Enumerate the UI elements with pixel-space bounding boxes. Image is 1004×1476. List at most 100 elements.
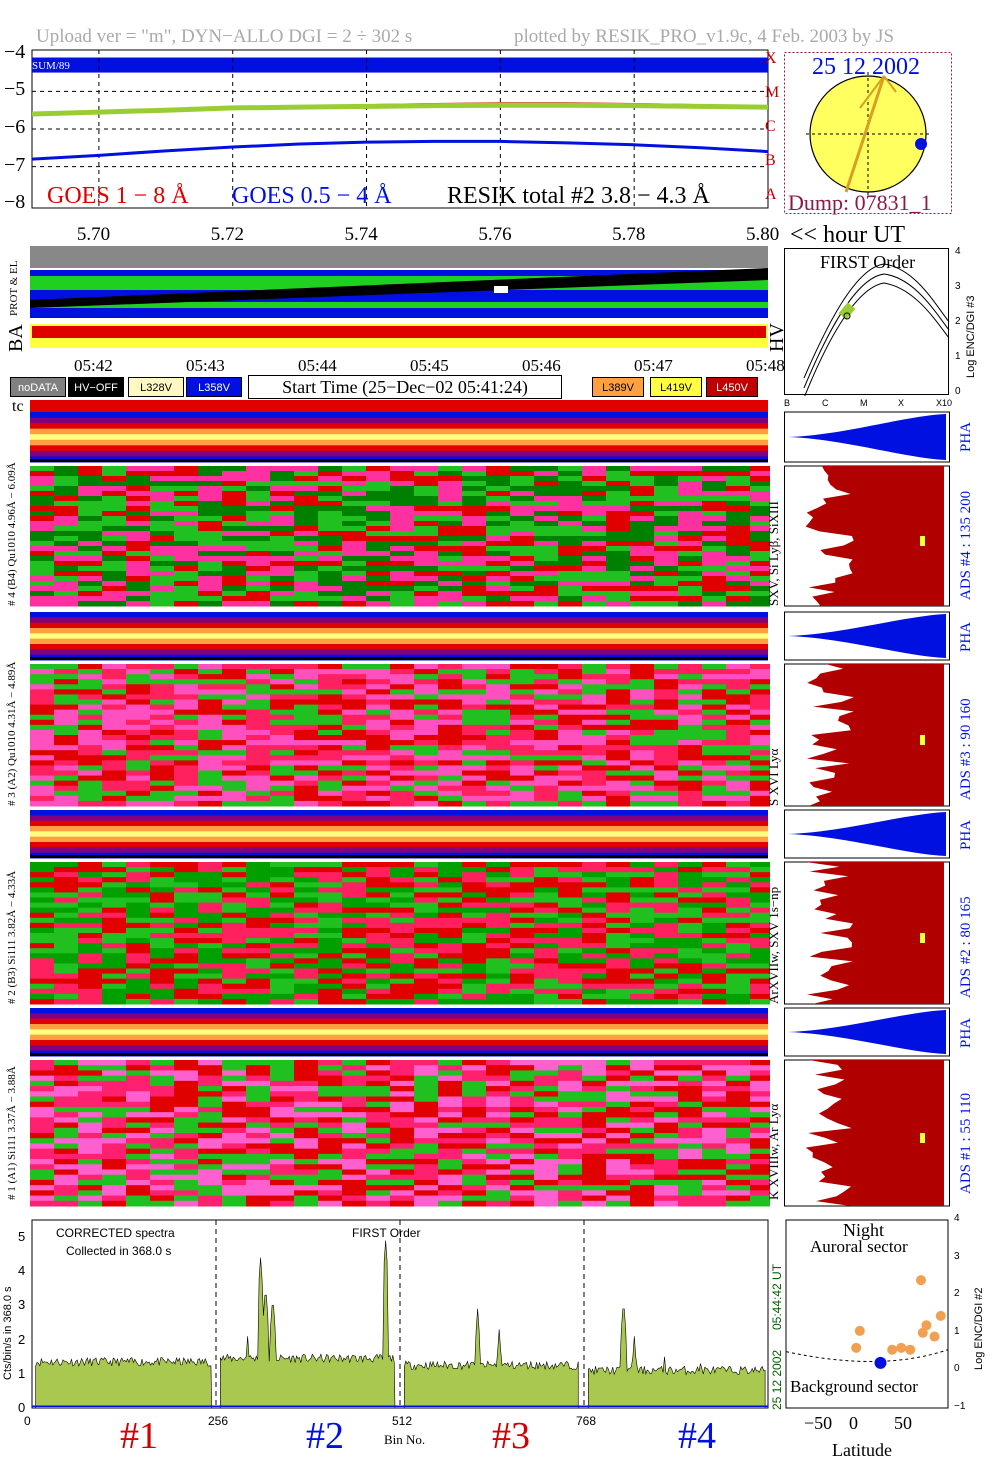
legend-l450v: L450V [706, 377, 758, 397]
goes-xtick: 5.72 [210, 224, 244, 245]
spectrum-ylabel: Cts/bin/s in 368.0 s [2, 1286, 14, 1380]
legend-l358v: L358V [186, 377, 242, 397]
legend-resik-total: RESIK total #2 3.8 − 4.3 Å [447, 183, 710, 209]
legend-goes-1-8: GOES 1 − 8 Å [47, 183, 189, 209]
legend-l328v: L328V [128, 377, 184, 397]
lat-auroral: Auroral sector [810, 1237, 908, 1256]
spectrum-xtick: 0 [24, 1414, 31, 1428]
goes-ytick: −7 [4, 153, 26, 176]
channel-ads-label-2: ADS #2 : 80 165 [958, 896, 974, 998]
spectrum-xtick: 768 [576, 1414, 597, 1428]
spectrum-time: 05:44:42 UT [770, 1263, 784, 1330]
spectrum-channel-4 [588, 1308, 766, 1409]
auroral-point [854, 1325, 865, 1336]
current-position-point [874, 1356, 887, 1369]
first-order-ylabel: Log ENC/DGI #3 [965, 295, 977, 378]
status-time-tick: 05:48 [746, 356, 785, 375]
satellite-position-marker [915, 138, 927, 150]
spectrum-xtick: 512 [392, 1414, 413, 1428]
channel-main-label-1: # 1 (A1) Si111 3.37Å − 3.88Å [6, 1066, 18, 1200]
goes-xtick: 5.70 [76, 224, 111, 245]
auroral-point [921, 1320, 932, 1331]
spectrum-ytick: 5 [18, 1229, 26, 1245]
goes-class-letter: C [765, 118, 776, 135]
goes-xtick: 5.78 [612, 224, 646, 245]
goes-xtick: 5.76 [478, 224, 512, 245]
first-order-title: FIRST Order [820, 252, 916, 272]
goes-saturated-band [32, 57, 768, 73]
lat-xtick: 50 [894, 1413, 912, 1433]
fo-ytick: 1 [955, 351, 961, 362]
sun-date: 25 12 2002 [812, 54, 920, 80]
channel-pha-label-1: PHA [958, 1017, 974, 1048]
status-time-tick: 05:46 [522, 356, 561, 375]
channel-ion-label-2: ArXVIIw, SXV 1s−np [766, 886, 781, 1004]
channel-ion-label-4: SXV, Si Lyβ, SiXIII [766, 501, 781, 606]
spectrum-channel-number-2: #2 [306, 1415, 344, 1457]
goes-lightcurve-chart [31, 49, 769, 209]
fo-ytick: 4 [955, 246, 961, 257]
spectrum-ytick: 3 [18, 1297, 26, 1313]
channel-main-label-4: # 4 (B4) Qu1010 4.96Å − 6.09Å [6, 462, 18, 606]
channel-ion-label-1: K XVIIIw, Ar Lyα [766, 1103, 781, 1200]
spectrum-first-order: FIRST Order [352, 1226, 421, 1240]
lat-ytick: 3 [954, 1250, 960, 1262]
auroral-point [887, 1344, 898, 1355]
tc-label: tc [12, 398, 24, 415]
channel-main-label-3: # 3 (A2) Qu1010 4.31Å − 4.89Å [6, 661, 18, 806]
goes-ytick: −4 [4, 40, 26, 63]
prot-el-label: PROT & EL [8, 260, 20, 316]
channel-ads-label-3: ADS #3 : 90 160 [958, 698, 974, 800]
start-time-box: Start Time (25−Dec−02 05:41:24) [248, 375, 562, 399]
latitude-scatter-chart [785, 1219, 949, 1409]
status-time-tick: 05:43 [186, 356, 225, 375]
first-order-chart [784, 248, 950, 396]
goes-class-letter: M [765, 84, 780, 101]
channel-pha-label-4: PHA [958, 421, 974, 452]
goes-corner-label: SUM/89 [32, 60, 70, 72]
resik-total-series [31, 102, 769, 117]
channel-ads-label-4: ADS #4 : 135 200 [958, 490, 974, 600]
spectrum-collected: Collected in 368.0 s [66, 1244, 172, 1258]
channel-pha-label-2: PHA [958, 819, 974, 850]
auroral-point [929, 1331, 940, 1342]
auroral-point [916, 1275, 926, 1286]
status-bars [30, 246, 768, 348]
spectrum-xlabel: Bin No. [384, 1432, 426, 1447]
spectrum-channel-2 [220, 1240, 396, 1409]
hour-ut-label: << hour UT [790, 222, 906, 248]
pha-histograms [784, 411, 950, 1207]
fo-xtick: X10 [936, 398, 953, 408]
channel-pha-label-3: PHA [958, 621, 974, 652]
spectrum-channel-3 [404, 1308, 579, 1409]
fo-xtick: X [898, 398, 905, 408]
auroral-point [917, 1327, 928, 1338]
status-time-tick: 05:47 [634, 356, 673, 375]
fo-ytick: 3 [955, 281, 961, 292]
corrected-spectrum-chart [31, 1219, 769, 1409]
spectrum-ytick: 4 [18, 1263, 26, 1279]
fo-xtick: B [784, 398, 791, 408]
goes-ytick: −5 [4, 78, 26, 101]
lat-ytick: 1 [954, 1325, 960, 1337]
goes-xtick: 5.74 [344, 224, 378, 245]
spectrum-ytick: 1 [18, 1365, 26, 1381]
goes-class-letter: A [765, 186, 777, 203]
fo-xtick: M [860, 398, 868, 408]
legend-nodata: noDATA [10, 377, 66, 397]
legend-l419v: L419V [650, 377, 702, 397]
spectrum-ytick: 0 [18, 1400, 26, 1415]
lat-ylabel: Log ENC/DGI #2 [973, 1287, 985, 1370]
goes-ytick: −6 [4, 116, 26, 138]
lat-night: Night [843, 1220, 885, 1240]
goes-05-4-series [31, 139, 769, 161]
lat-ytick: 0 [954, 1363, 960, 1375]
goes-xtick: 5.80 [746, 224, 780, 245]
legend-goes-05-4: GOES 0.5 − 4 Å [232, 183, 392, 209]
sun-disk-panel [784, 52, 952, 214]
channel-main-label-2: # 2 (B3) Si111 3.82Å − 4.33Å [6, 870, 18, 1004]
status-time-tick: 05:45 [410, 356, 449, 375]
legend-l389v: L389V [592, 377, 644, 397]
goes-ytick: −8 [4, 191, 26, 214]
